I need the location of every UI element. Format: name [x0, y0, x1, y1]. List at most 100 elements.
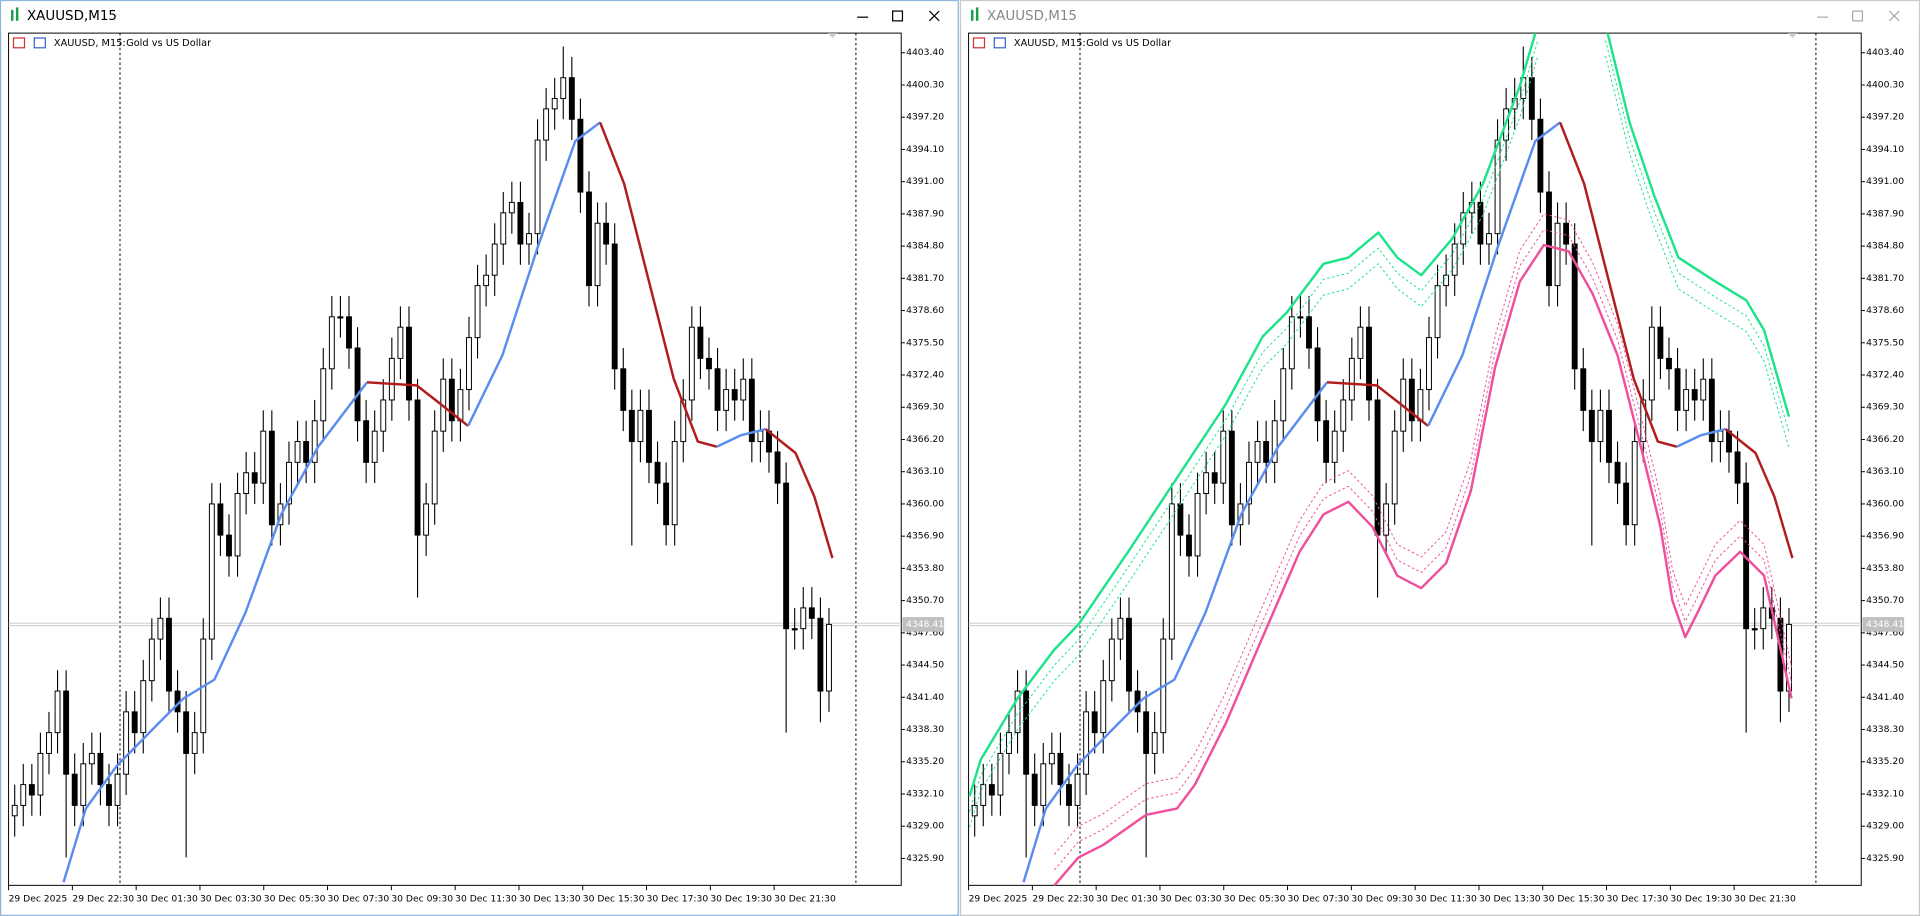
candle-body [337, 316, 344, 319]
candle-body [37, 752, 44, 796]
y-tick-label: 4366.20 [906, 434, 944, 445]
candle-body [363, 420, 370, 463]
candle-body [1220, 430, 1227, 484]
candle-body [1263, 441, 1270, 463]
x-tick-label: 29 Dec 22:30 [1032, 893, 1094, 904]
candle-body [586, 191, 592, 287]
candle-body [1648, 326, 1655, 401]
candle-body [63, 690, 70, 775]
x-tick-label: 30 Dec 03:30 [200, 893, 262, 904]
candle-body [1168, 503, 1175, 640]
candle-body [320, 368, 327, 422]
candle-body [1014, 690, 1021, 734]
candle-body [1417, 389, 1424, 422]
y-tick-label: 4341.40 [906, 692, 944, 703]
chart-description: Gold vs US Dollar [126, 38, 212, 49]
close-button[interactable] [928, 10, 940, 22]
candle-body [1331, 430, 1338, 463]
candle-body [808, 607, 815, 619]
candle-body [303, 441, 310, 463]
x-tick-label: 30 Dec 09:30 [1351, 893, 1413, 904]
candle-body [783, 482, 790, 630]
y-tick-label: 4375.50 [1866, 337, 1904, 348]
title-bar[interactable] [961, 1, 1919, 31]
indicator-line [968, 33, 1791, 797]
bid-label: 4348.41 [906, 619, 944, 630]
candle-body [1751, 628, 1758, 631]
y-tick-label: 4338.30 [906, 724, 944, 735]
candle-body [388, 357, 395, 401]
candle-body [1657, 326, 1664, 359]
candle-body [251, 472, 258, 484]
candle-body [431, 430, 438, 505]
candle-body [131, 711, 138, 734]
chart-icons [972, 37, 1006, 49]
y-tick-label: 4344.50 [1866, 660, 1904, 671]
x-tick-label: 30 Dec 01:30 [136, 893, 198, 904]
x-tick-label: 30 Dec 13:30 [519, 893, 581, 904]
candle-body [1083, 711, 1090, 775]
candle-body [1177, 503, 1184, 536]
y-tick-label: 4397.20 [906, 112, 944, 123]
candle-body [1211, 472, 1218, 484]
y-tick-label: 4384.80 [906, 241, 944, 252]
candle-body [1494, 139, 1501, 235]
candle-body [1126, 617, 1132, 692]
x-tick-label: 30 Dec 05:30 [1224, 893, 1286, 904]
candle-body [663, 482, 670, 526]
candle-body [757, 430, 764, 443]
y-tick-label: 4384.80 [1866, 241, 1904, 252]
x-tick-label: 30 Dec 17:30 [1607, 893, 1669, 904]
candle-body [140, 680, 147, 734]
y-tick-label: 4369.30 [906, 402, 944, 413]
y-tick-label: 4387.90 [1866, 208, 1904, 219]
candle-body [611, 243, 618, 370]
close-button[interactable] [1888, 10, 1900, 22]
candle-body [543, 108, 550, 141]
candle-body [706, 357, 712, 370]
indicator-line [62, 381, 368, 883]
app-icon [11, 7, 19, 21]
y-tick-label: 4366.20 [1866, 434, 1904, 445]
candle-body [1186, 534, 1192, 557]
x-tick-label: 30 Dec 15:30 [1543, 893, 1605, 904]
window-title: XAUUSD,M15 [27, 9, 117, 24]
candle-body [11, 804, 18, 817]
candle-body [1151, 732, 1158, 754]
y-tick-label: 4329.00 [906, 821, 944, 832]
plot [968, 33, 1862, 886]
indicator-line [467, 121, 601, 427]
maximize-button[interactable] [1852, 10, 1864, 22]
title-bar[interactable] [1, 1, 958, 31]
maximize-button[interactable] [892, 10, 904, 22]
candle-body [723, 389, 730, 411]
candle-body [817, 617, 824, 692]
candle-body [491, 243, 498, 276]
y-tick-label: 4335.20 [906, 756, 944, 767]
y-tick-label: 4353.80 [906, 563, 944, 574]
x-tick-label: 30 Dec 03:30 [1160, 893, 1222, 904]
candle-body [106, 784, 112, 806]
candle-body [28, 784, 35, 796]
y-tick-label: 4360.00 [906, 498, 944, 509]
candle-body [1066, 784, 1072, 806]
indicator-line [1427, 121, 1561, 427]
candle-body [20, 784, 27, 806]
candle-body [551, 98, 558, 110]
y-tick-label: 4363.10 [1866, 466, 1904, 477]
candle-body [1683, 389, 1690, 411]
candle-body [800, 607, 807, 630]
candle-body [1228, 430, 1235, 526]
indicator-line [764, 428, 834, 559]
candle-body [80, 763, 87, 806]
y-tick-label: 4353.80 [1866, 563, 1904, 574]
y-tick-label: 4400.30 [906, 79, 944, 90]
candle-body [1271, 420, 1278, 463]
candle-body [740, 378, 747, 401]
x-tick-label: 30 Dec 15:30 [583, 893, 645, 904]
y-tick-label: 4356.90 [1866, 531, 1904, 542]
y-tick-label: 4347.60 [906, 627, 944, 638]
candle-body [671, 441, 678, 526]
y-tick-label: 4400.30 [1866, 79, 1904, 90]
candle-body [1117, 617, 1124, 640]
